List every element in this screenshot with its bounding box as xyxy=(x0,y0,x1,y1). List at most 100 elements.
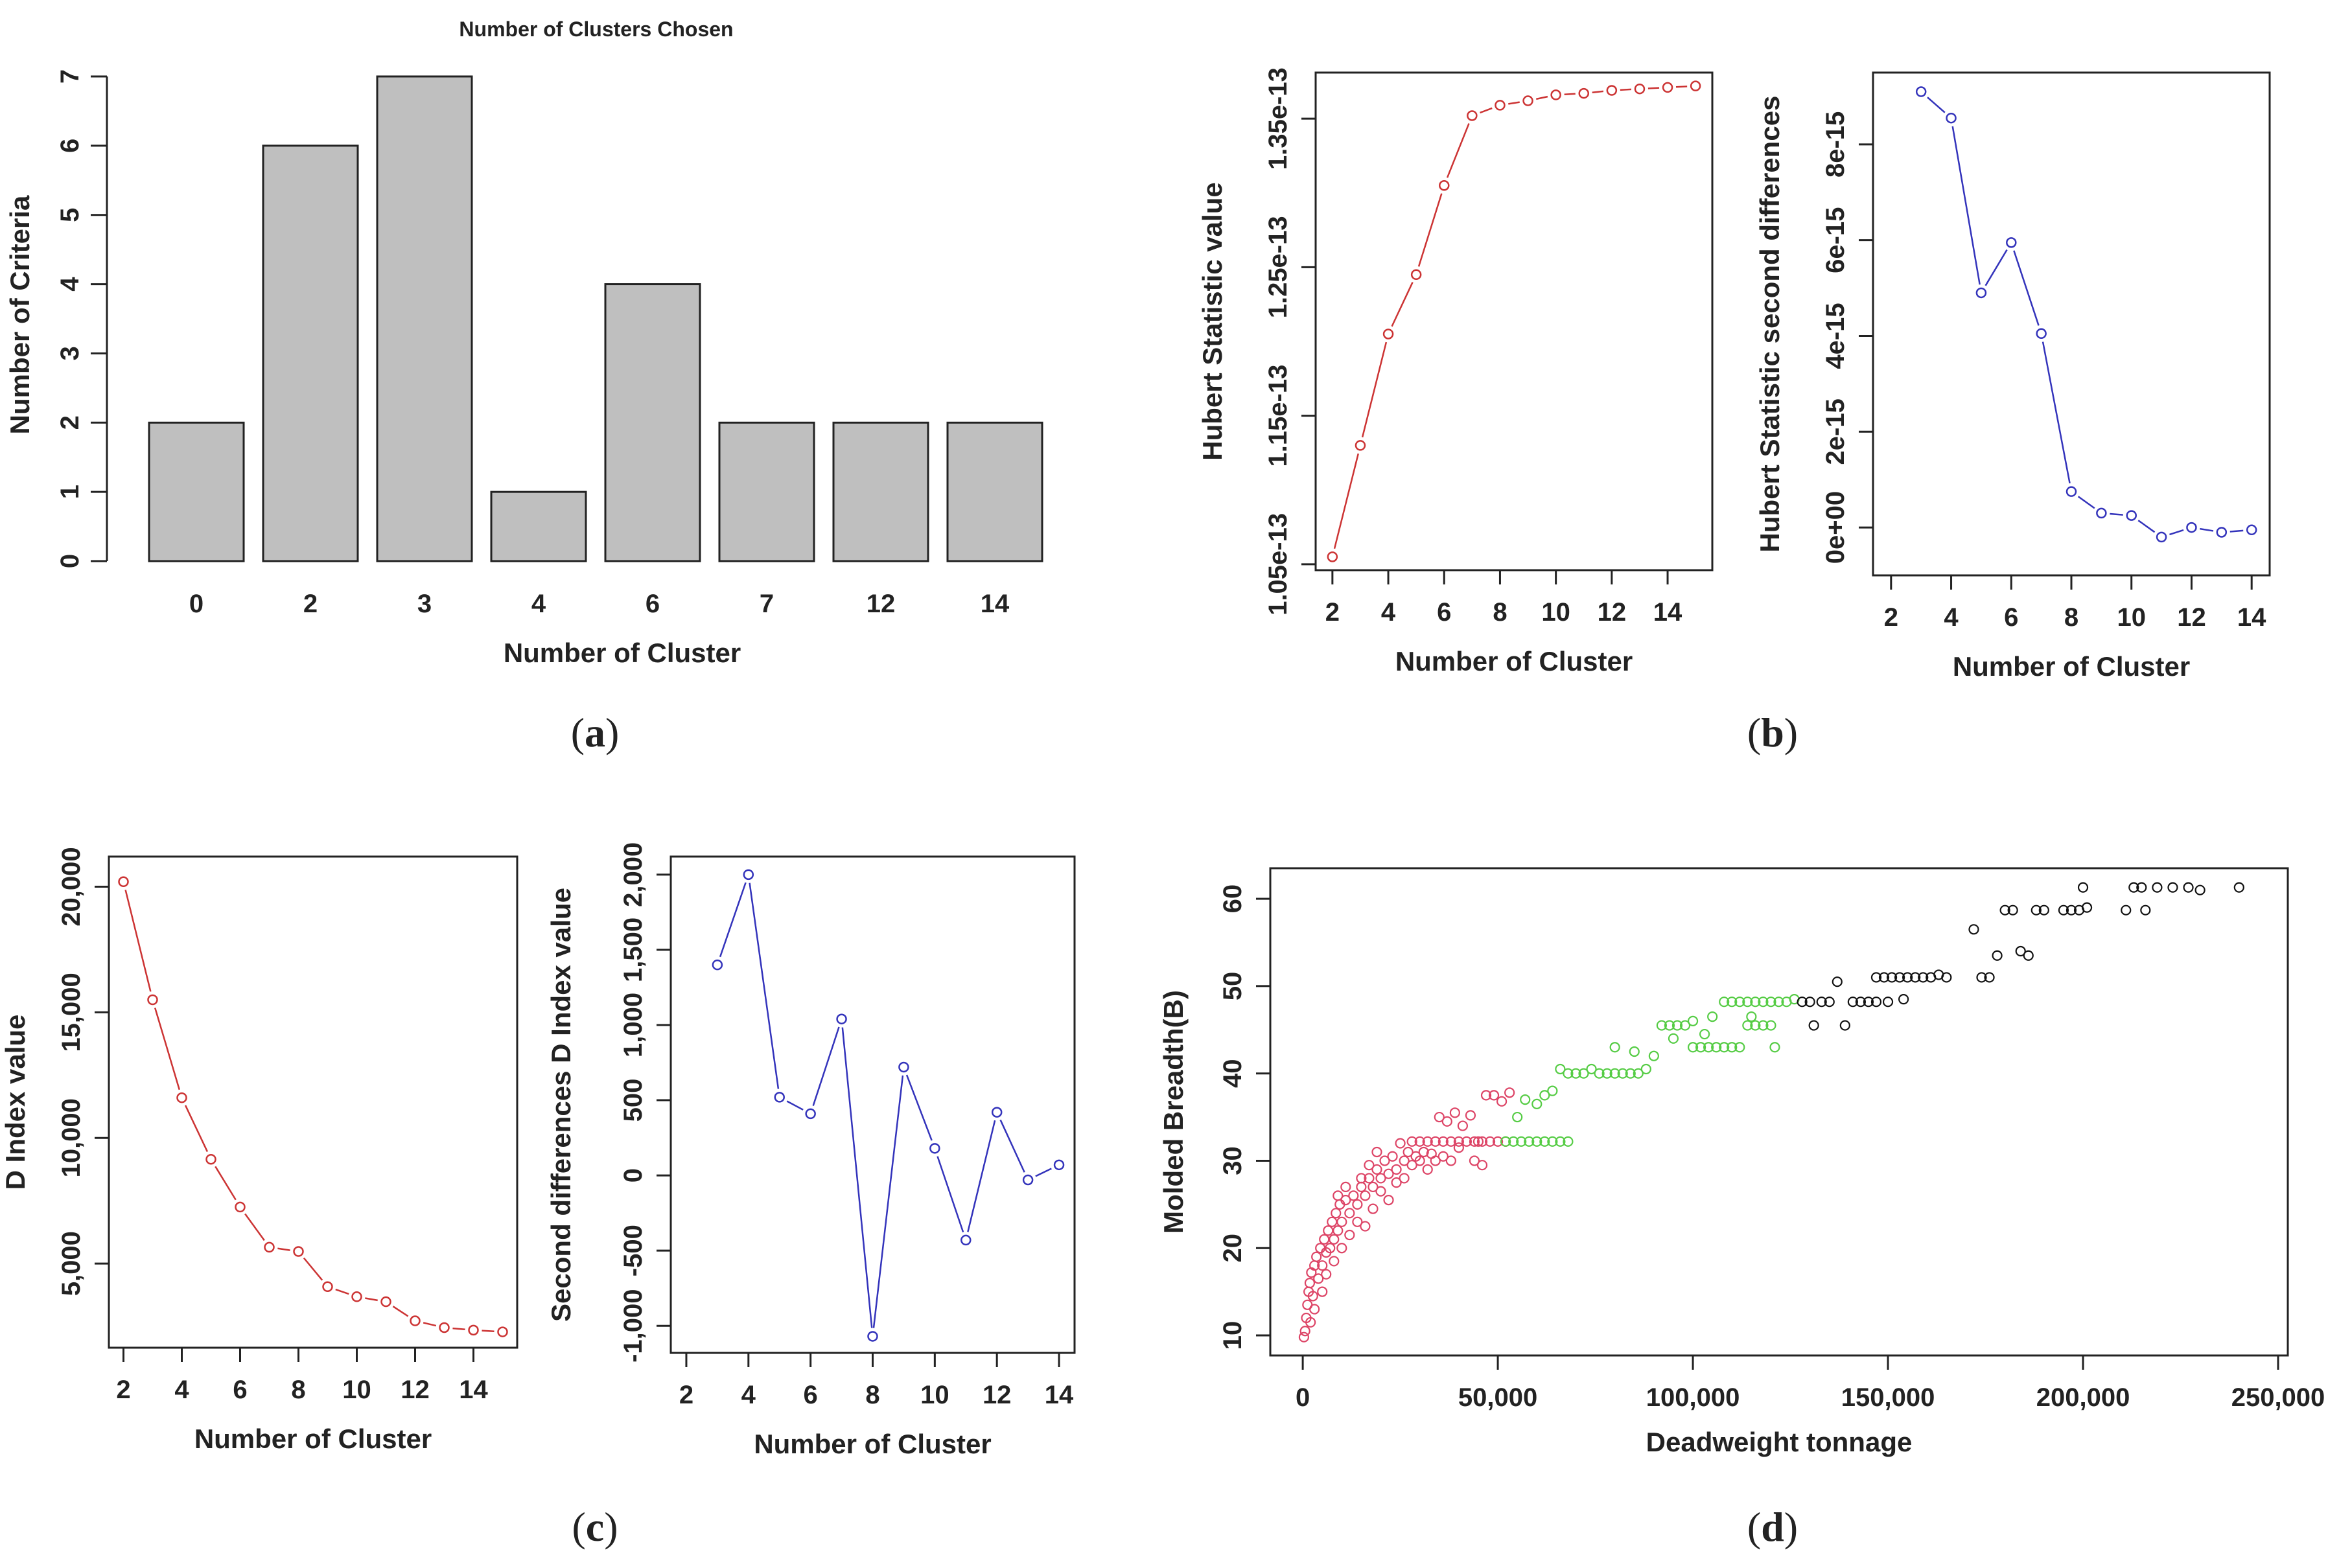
chart-d-point-cluster-3 xyxy=(1808,1020,1819,1031)
chart-c1-line-segment xyxy=(154,1008,180,1090)
chart-d-point-cluster-2 xyxy=(1695,1042,1706,1053)
chart-d-point-cluster-2 xyxy=(1516,1136,1527,1147)
chart-d-point-cluster-3 xyxy=(2121,905,2132,916)
chart-d-point-cluster-2 xyxy=(1734,1042,1745,1053)
chart-c2-frame xyxy=(669,855,1076,1354)
chart-d-point-cluster-3 xyxy=(1984,972,1995,983)
chart-d-point-cluster-1 xyxy=(1496,1096,1507,1107)
chart-d-point-cluster-1 xyxy=(1368,1181,1379,1192)
chart-d-point-cluster-3 xyxy=(1886,972,1898,983)
panel-label-close: ) xyxy=(1784,709,1798,755)
chart-c2-ytick-label: 2,000 xyxy=(619,842,647,907)
chart-d-point-cluster-1 xyxy=(1430,1136,1441,1147)
chart-b1-point xyxy=(1382,329,1394,340)
chart-d-point-cluster-2 xyxy=(1668,1033,1679,1044)
chart-d-point-cluster-1 xyxy=(1304,1278,1316,1289)
chart-b1-line-segment xyxy=(1564,93,1576,95)
chart-d-point-cluster-2 xyxy=(1742,997,1753,1008)
chart-d-point-cluster-3 xyxy=(1878,972,1890,983)
chart-c1-xtick-label: 4 xyxy=(174,1376,189,1404)
chart-d-point-cluster-1 xyxy=(1406,1136,1417,1147)
chart-c1-line-segment xyxy=(335,1288,349,1295)
chart-d-point-cluster-1 xyxy=(1434,1111,1445,1123)
chart-c2-xtick-label: 10 xyxy=(920,1381,949,1409)
chart-c2-xtick-label: 2 xyxy=(679,1381,693,1409)
chart-a-ytick-label: 0 xyxy=(56,554,84,568)
chart-d-point-cluster-1 xyxy=(1422,1136,1433,1147)
chart-d-point-cluster-1 xyxy=(1307,1291,1318,1302)
chart-c2-ytick-label: -1,000 xyxy=(619,1289,647,1363)
chart-b2-point xyxy=(1975,287,1987,299)
chart-a-bar xyxy=(718,421,815,562)
chart-d-point-cluster-2 xyxy=(1520,1094,1531,1105)
chart-d-point-cluster-2 xyxy=(1629,1046,1640,1057)
chart-c1-point xyxy=(439,1322,450,1333)
chart-a-xtick-label: 4 xyxy=(531,590,546,618)
chart-b2-xtick-label: 2 xyxy=(1884,603,1898,632)
chart-d-point-cluster-1 xyxy=(1476,1136,1488,1147)
chart-d-point-cluster-2 xyxy=(1563,1068,1574,1079)
chart-d-point-cluster-3 xyxy=(1898,994,1909,1005)
chart-d-point-cluster-1 xyxy=(1469,1136,1480,1147)
chart-c1-line-segment xyxy=(215,1166,237,1201)
chart-c2-point xyxy=(712,959,723,971)
chart-d-point-cluster-2 xyxy=(1765,1020,1776,1031)
chart-a-ytick-label: 1 xyxy=(56,485,84,499)
chart-c2-point xyxy=(1053,1159,1065,1171)
chart-d-point-cluster-1 xyxy=(1379,1155,1390,1166)
chart-b2-line-segment xyxy=(1927,97,1946,113)
chart-d-point-cluster-2 xyxy=(1609,1042,1620,1053)
chart-d-point-cluster-3 xyxy=(2081,902,2093,913)
chart-d-point-cluster-1 xyxy=(1371,1146,1382,1158)
chart-d-point-cluster-1 xyxy=(1391,1177,1402,1188)
chart-a-bar xyxy=(148,421,245,562)
chart-c1-line-segment xyxy=(244,1213,265,1241)
chart-c2-line-segment xyxy=(872,1075,904,1328)
chart-c1-point xyxy=(176,1092,187,1103)
chart-b2-line-segment xyxy=(2200,527,2214,532)
chart-b1-xlabel: Number of Cluster xyxy=(1395,646,1633,676)
chart-a-bar xyxy=(376,75,473,562)
chart-b1-line-segment xyxy=(1480,107,1493,114)
chart-d-point-cluster-1 xyxy=(1480,1090,1492,1101)
chart-d-point-cluster-2 xyxy=(1555,1063,1566,1075)
chart-d-point-cluster-1 xyxy=(1360,1221,1371,1232)
panel-label-a: (a) xyxy=(571,709,620,755)
chart-d-point-cluster-3 xyxy=(1824,997,1835,1008)
panel-label-open: ( xyxy=(571,709,585,755)
chart-c2-point xyxy=(960,1234,972,1246)
chart-c1-point xyxy=(468,1324,479,1336)
chart-b2-line-segment xyxy=(2137,520,2156,533)
chart-d-point-cluster-3 xyxy=(1910,972,1921,983)
chart-c2-line-segment xyxy=(749,882,780,1089)
chart-d-point-cluster-1 xyxy=(1352,1216,1363,1227)
chart-b2-line-segment xyxy=(2229,529,2244,533)
chart-a-xtick-label: 0 xyxy=(189,590,204,618)
chart-b1-ytick-label: 1.35e-13 xyxy=(1264,67,1292,170)
chart-d-point-cluster-3 xyxy=(1999,905,2010,916)
chart-c1-line-segment xyxy=(277,1247,290,1251)
chart-d-point-cluster-3 xyxy=(2066,905,2077,916)
chart-d-point-cluster-1 xyxy=(1375,1173,1386,1184)
chart-d-point-cluster-3 xyxy=(1882,997,1894,1008)
chart-d-point-cluster-1 xyxy=(1364,1160,1375,1171)
chart-c2-line-segment xyxy=(1035,1168,1052,1177)
chart-d-point-cluster-1 xyxy=(1414,1136,1425,1147)
chart-c1-ytick-label: 5,000 xyxy=(57,1231,86,1296)
chart-b2-point xyxy=(2186,522,2197,533)
chart-d-point-cluster-1 xyxy=(1418,1146,1429,1158)
chart-d-xtick-label: 250,000 xyxy=(2231,1383,2325,1412)
chart-d-point-cluster-2 xyxy=(1758,1020,1769,1031)
chart-c2-line-segment xyxy=(812,1026,840,1106)
chart-d-point-cluster-2 xyxy=(1555,1136,1566,1147)
chart-d-point-cluster-1 xyxy=(1344,1229,1355,1241)
chart-c2-ylabel: Second differences D Index value xyxy=(546,888,576,1322)
chart-c1-point xyxy=(147,994,158,1006)
chart-d-point-cluster-2 xyxy=(1773,997,1784,1008)
chart-d-point-cluster-1 xyxy=(1453,1142,1464,1153)
chart-c1-line-segment xyxy=(184,1105,209,1152)
chart-d-point-cluster-1 xyxy=(1325,1243,1336,1254)
chart-d-point-cluster-2 xyxy=(1531,1136,1542,1147)
chart-c1-xtick-label: 8 xyxy=(291,1376,305,1404)
chart-b2-point xyxy=(1946,112,1957,124)
